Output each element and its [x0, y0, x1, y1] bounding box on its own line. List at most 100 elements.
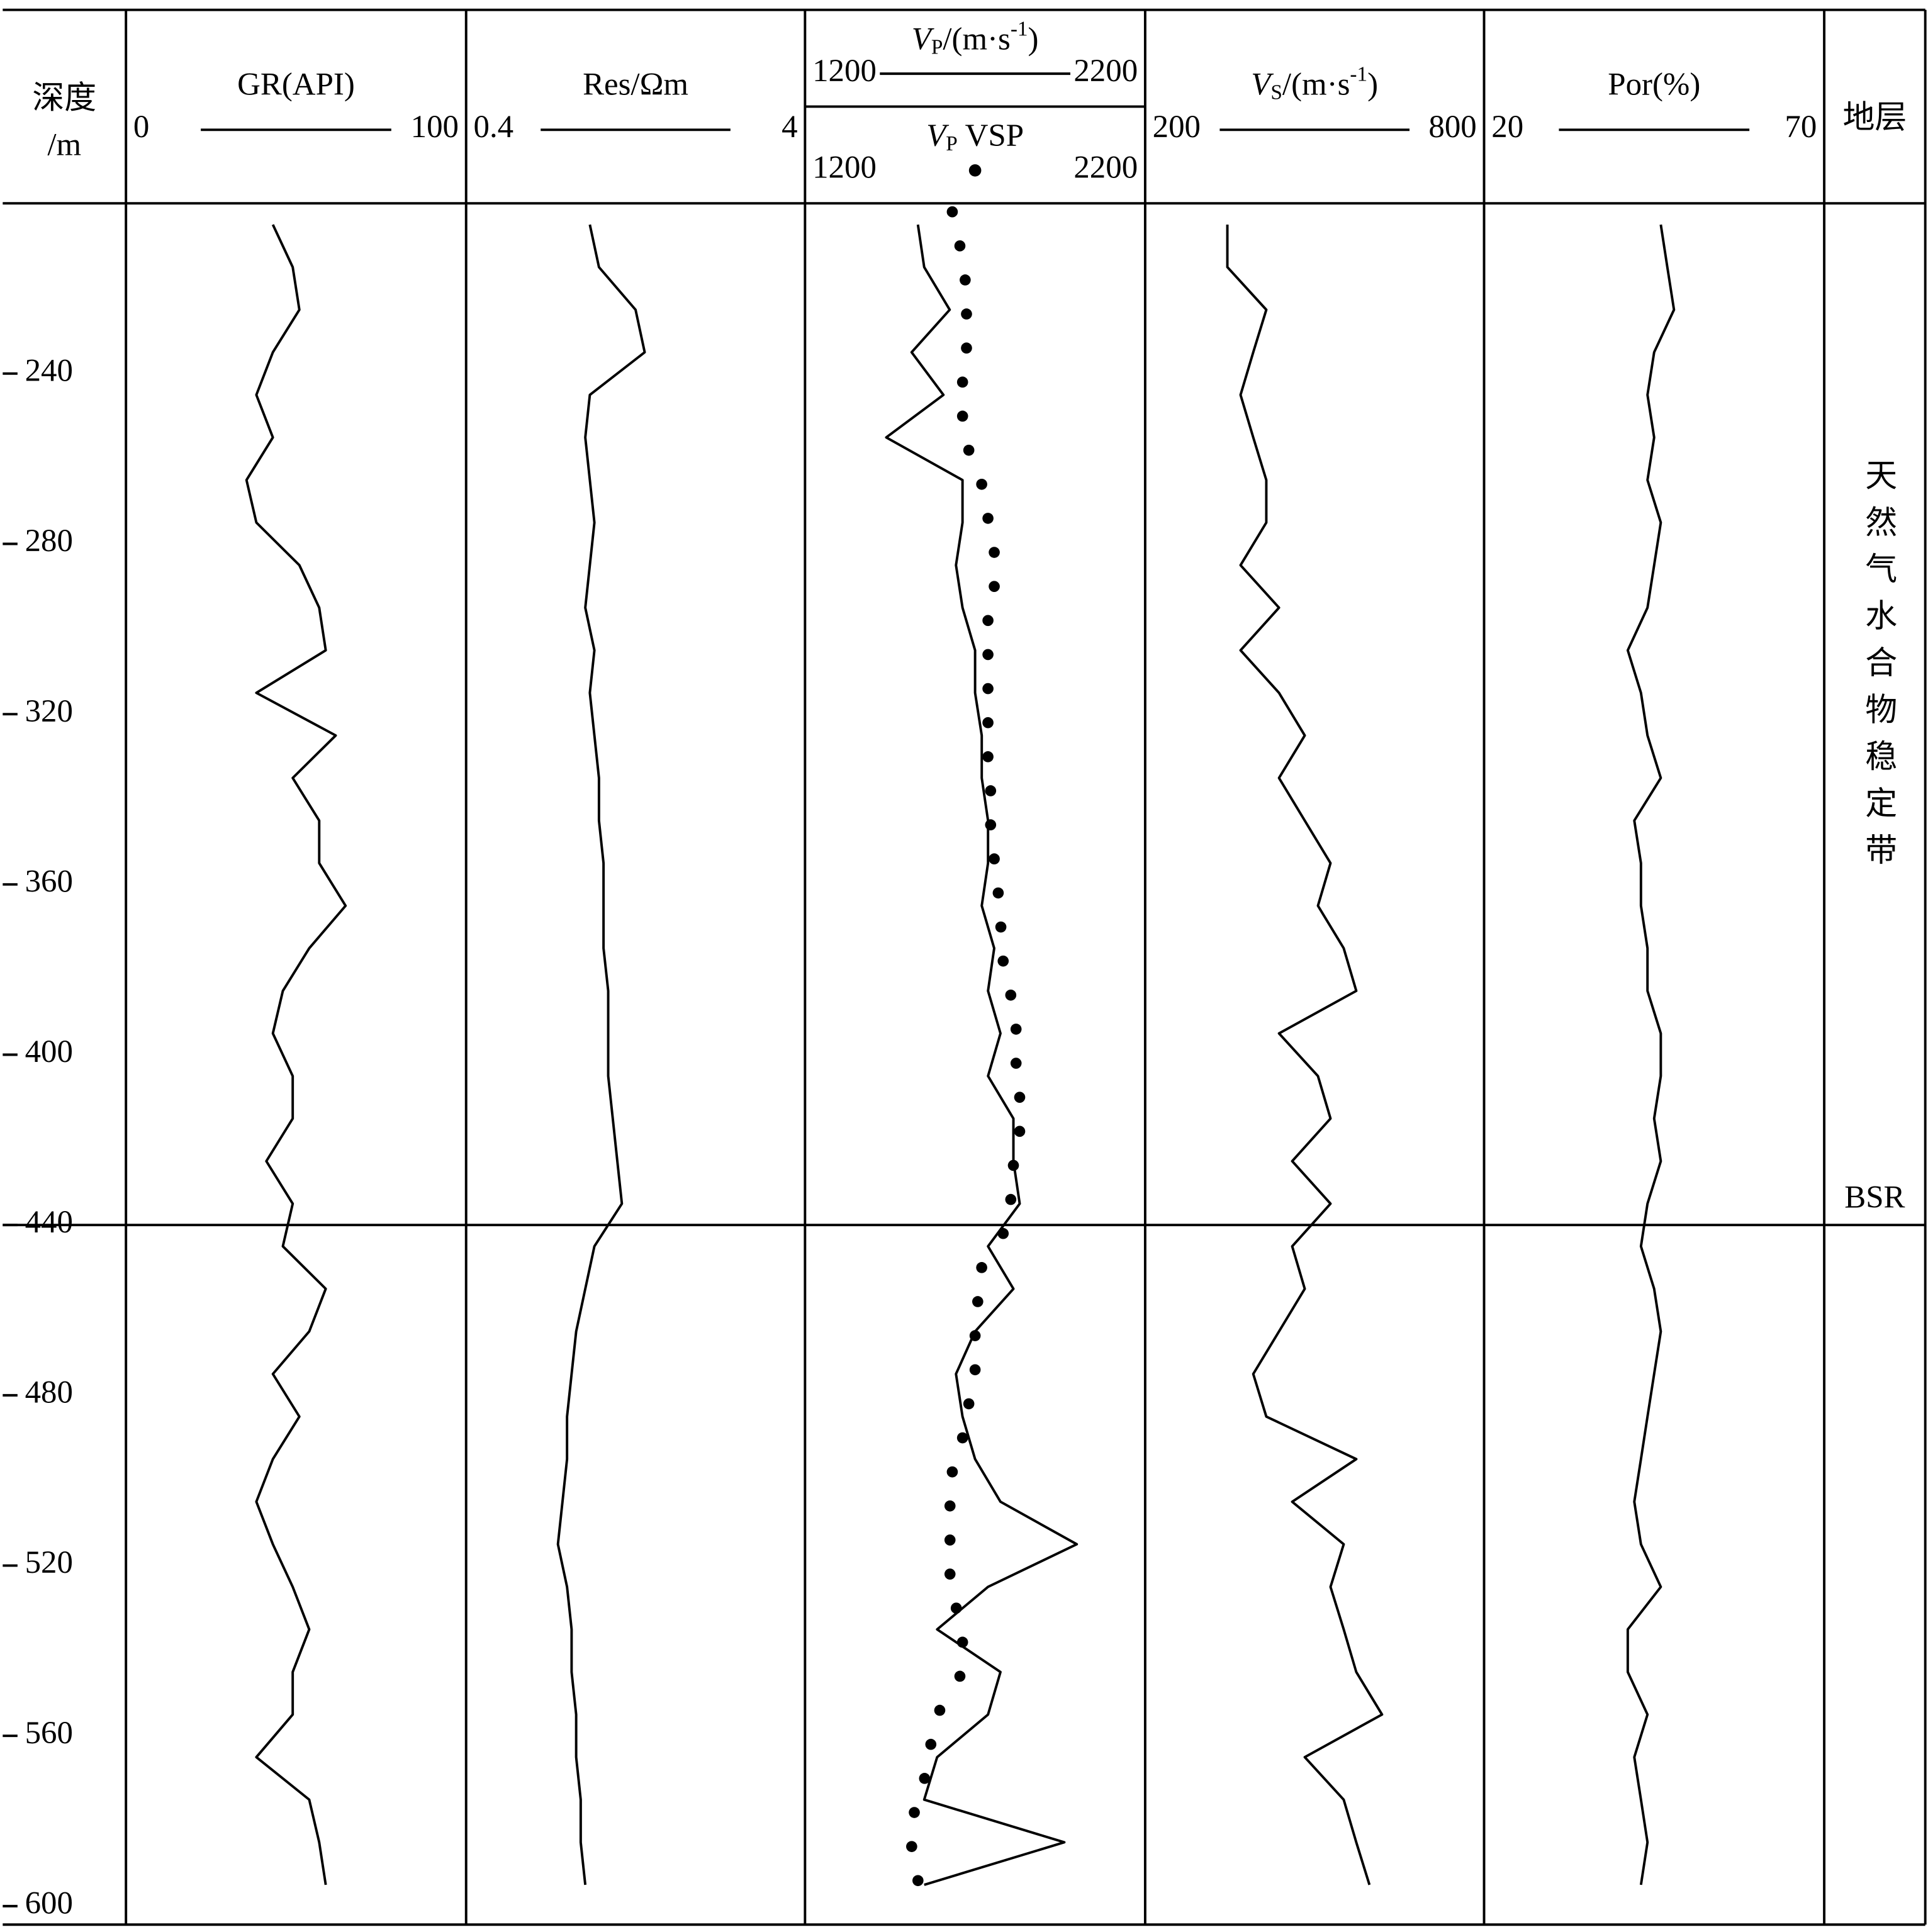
- vsp-point: [976, 1262, 987, 1273]
- vsp-point: [1005, 989, 1017, 1001]
- name-part: V: [926, 118, 949, 154]
- vsp-point: [950, 1602, 962, 1614]
- vsp-point: [1010, 1024, 1022, 1035]
- name-part: V: [912, 21, 934, 57]
- depth-header: /m: [47, 128, 81, 163]
- vsp-point: [1005, 1193, 1017, 1205]
- track-name: VP/(m·s-1): [912, 17, 1039, 59]
- vsp-point: [963, 1398, 975, 1410]
- vsp-point: [961, 342, 972, 354]
- log-curve: [245, 224, 347, 1885]
- name-part: /(m·s: [1282, 67, 1350, 102]
- y-tick-label: 400: [25, 1034, 73, 1069]
- track-name: VS/(m·s-1): [1251, 63, 1378, 104]
- name-part: ): [1367, 67, 1378, 102]
- log-curve: [556, 224, 646, 1885]
- x-tick-label: 1200: [812, 53, 877, 89]
- y-tick-label: 480: [25, 1375, 73, 1410]
- name-part: -1: [1350, 63, 1367, 86]
- vsp-point: [969, 1330, 981, 1341]
- x-tick-label: 20: [1491, 109, 1523, 145]
- vsp-point: [963, 444, 975, 456]
- vsp-point: [985, 785, 997, 796]
- x-tick-label: 2200: [1073, 150, 1138, 186]
- boundary-label: BSR: [1844, 1180, 1905, 1215]
- vsp-point: [1014, 1125, 1026, 1137]
- log-curve: [1626, 224, 1676, 1885]
- vsp-point: [992, 887, 1004, 899]
- x-tick-label: 800: [1428, 109, 1476, 145]
- y-tick-label: 320: [25, 694, 73, 729]
- x-tick-label: 100: [411, 109, 459, 145]
- x-tick-label: 70: [1785, 109, 1817, 145]
- vsp-point: [946, 1466, 958, 1478]
- vsp-point: [982, 513, 994, 524]
- zone-label: 天然气水合物稳定带: [1860, 459, 1897, 880]
- x-tick-label: 0.4: [473, 109, 513, 145]
- y-tick-label: 240: [25, 354, 73, 389]
- vsp-point: [997, 955, 1009, 967]
- vsp-point: [906, 1841, 917, 1852]
- name-part: VSP: [958, 118, 1024, 154]
- vsp-point: [1007, 1159, 1019, 1171]
- vsp-point: [944, 1500, 956, 1512]
- x-tick-label: 0: [133, 109, 149, 145]
- vsp-point: [919, 1773, 931, 1784]
- vsp-point: [946, 206, 958, 218]
- vsp-point: [969, 1364, 981, 1376]
- name-part: S: [1270, 81, 1282, 104]
- log-curve: [885, 224, 1079, 1886]
- vsp-point: [982, 717, 994, 729]
- y-tick-label: 600: [25, 1886, 73, 1921]
- vsp-point: [982, 615, 994, 627]
- vsp-point: [976, 478, 987, 490]
- name-part: /(m·s: [943, 21, 1010, 57]
- vsp-point: [934, 1704, 946, 1716]
- name-part: P: [931, 36, 943, 59]
- y-tick-label: 520: [25, 1545, 73, 1580]
- vsp-point: [1010, 1058, 1022, 1069]
- vsp-point: [960, 274, 971, 286]
- x-tick-label: 2200: [1073, 53, 1138, 89]
- vsp-point: [997, 1227, 1009, 1239]
- name-part: P: [946, 133, 958, 156]
- vsp-point: [909, 1807, 920, 1818]
- vsp-point: [982, 751, 994, 762]
- track-name: GR(API): [237, 67, 355, 102]
- vsp-point: [989, 853, 1000, 865]
- vsp-point: [956, 376, 968, 388]
- depth-header: 深度: [32, 81, 96, 116]
- vsp-point: [912, 1875, 924, 1887]
- track-name: Res/Ωm: [583, 67, 688, 102]
- track-name: Por(%): [1608, 67, 1700, 102]
- vsp-point: [982, 649, 994, 661]
- name-part: ): [1028, 21, 1039, 57]
- vsp-point: [954, 240, 966, 252]
- vsp-point: [944, 1534, 956, 1546]
- strata-header: 地层: [1842, 101, 1907, 136]
- vsp-point: [944, 1568, 956, 1580]
- y-tick-label: 360: [25, 864, 73, 900]
- x-tick-label: 4: [782, 109, 797, 145]
- vsp-point: [985, 819, 997, 830]
- vsp-point: [956, 410, 968, 422]
- y-tick-label: 280: [25, 523, 73, 559]
- vsp-point: [989, 547, 1000, 558]
- y-tick-label: 440: [25, 1205, 73, 1240]
- vsp-point: [956, 1432, 968, 1444]
- vsp-point: [989, 581, 1000, 592]
- vsp-point: [925, 1738, 937, 1750]
- vsp-point: [956, 1636, 968, 1648]
- vsp-point: [954, 1670, 966, 1682]
- log-curve: [1226, 225, 1384, 1885]
- x-tick-label: 1200: [812, 150, 877, 186]
- vsp-point: [1014, 1092, 1026, 1103]
- name-part: V: [1251, 67, 1274, 102]
- name-part: -1: [1011, 17, 1028, 40]
- vsp-point: [982, 683, 994, 695]
- y-tick-label: 560: [25, 1716, 73, 1751]
- track-name: VP VSP: [926, 118, 1024, 156]
